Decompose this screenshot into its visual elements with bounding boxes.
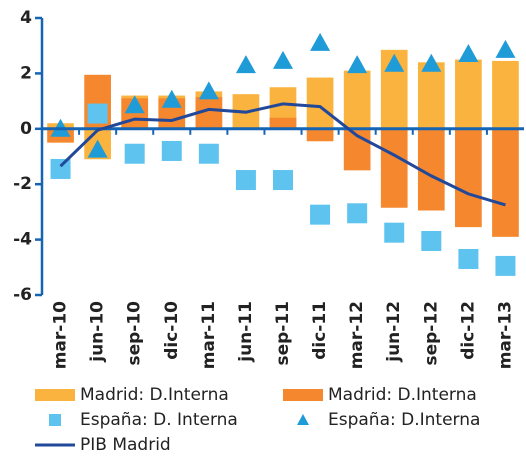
triangle-marker (347, 55, 368, 74)
y-tick-label: -4 (13, 230, 32, 250)
y-tick-label: 4 (20, 8, 32, 28)
x-tick-label: dic-11 (310, 301, 330, 360)
triangle-marker (421, 53, 442, 72)
legend-label: España: D.Interna (328, 410, 480, 430)
square-marker (495, 255, 516, 276)
legend-label: Madrid: D.Interna (80, 385, 229, 405)
square-marker (87, 103, 108, 124)
square-marker (310, 204, 331, 225)
square-marker (50, 158, 71, 179)
square-marker (124, 143, 145, 164)
x-tick-label: jun-10 (88, 301, 108, 363)
bar (380, 128, 408, 208)
legend-label: Madrid: D.Interna (328, 385, 477, 405)
bar (269, 117, 297, 129)
triangle-marker (495, 39, 516, 58)
legend-label: PIB Madrid (80, 435, 171, 455)
triangle-marker (161, 89, 182, 108)
bar (492, 60, 519, 129)
bar (417, 62, 445, 129)
x-tick-label: jun-12 (384, 301, 404, 363)
y-tick-label: 0 (20, 119, 32, 139)
legend-swatch (49, 414, 61, 426)
x-tick-label: mar-13 (495, 301, 515, 369)
bar (306, 128, 334, 142)
square-marker (273, 170, 293, 191)
square-marker (384, 222, 405, 243)
triangle-marker (124, 95, 145, 114)
legend-swatch (283, 389, 323, 401)
square-marker (235, 170, 256, 191)
x-tick-label: mar-10 (51, 301, 71, 369)
square-marker (347, 203, 368, 224)
square-marker (421, 230, 442, 251)
triangle-marker (310, 32, 331, 51)
line (59, 102, 506, 207)
square-marker (161, 140, 182, 161)
bar (492, 128, 519, 237)
triangle-marker (384, 53, 405, 72)
y-tick-label: 2 (20, 63, 32, 83)
legend-swatch (297, 414, 309, 425)
y-tick-label: -2 (13, 174, 32, 194)
legend-label: España: D. Interna (80, 410, 238, 430)
triangle-marker (235, 55, 256, 74)
bar (343, 70, 371, 129)
triangle-marker (273, 50, 293, 69)
x-tick-label: sep-10 (125, 301, 145, 366)
square-marker (458, 248, 479, 269)
x-tick-label: sep-12 (421, 301, 441, 366)
triangle-marker (87, 139, 108, 158)
x-tick-label: jun-11 (236, 301, 256, 363)
square-marker (198, 143, 219, 164)
bar (306, 77, 334, 129)
x-tick-label: sep-11 (273, 301, 293, 366)
bar (455, 59, 482, 129)
bar (455, 128, 482, 228)
x-tick-label: mar-12 (347, 301, 367, 369)
y-tick-label: -6 (13, 285, 32, 305)
x-tick-label: dic-10 (162, 301, 182, 360)
legend-swatch (35, 389, 75, 401)
triangle-marker (458, 44, 479, 63)
x-tick-label: dic-12 (458, 301, 478, 360)
triangle-marker (198, 81, 219, 100)
x-tick-label: mar-11 (199, 301, 219, 369)
